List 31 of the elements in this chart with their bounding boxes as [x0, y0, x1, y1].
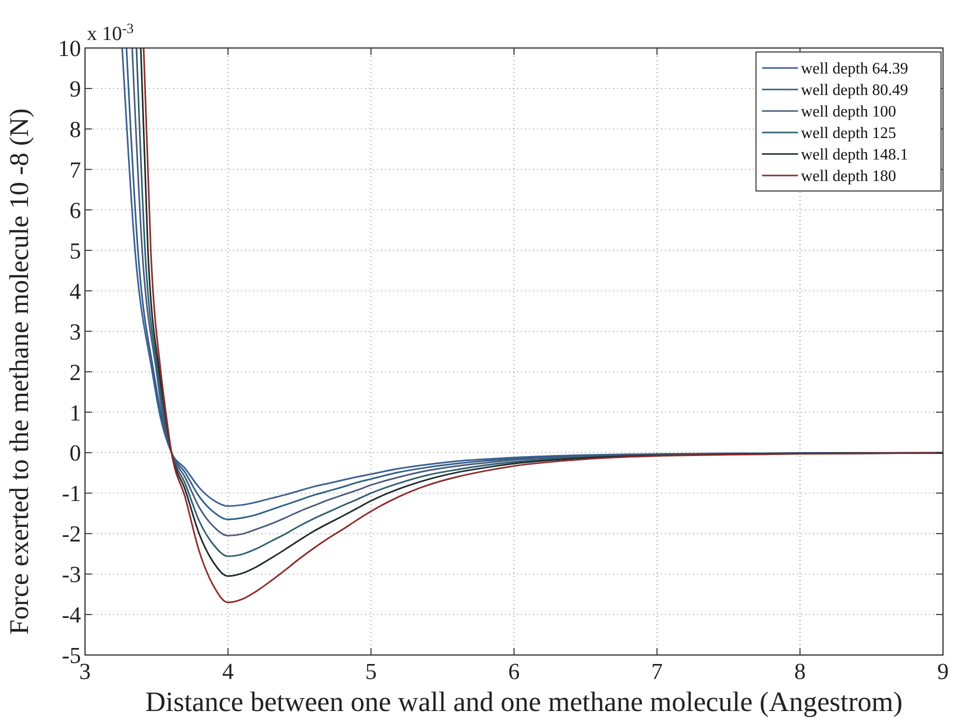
x-tick-label: 6 [508, 659, 520, 684]
legend-label: well depth 125 [801, 125, 896, 142]
y-tick-label: -3 [62, 562, 81, 588]
legend-label: well depth 80.49 [801, 82, 908, 100]
y-tick-label: 10 [58, 36, 81, 62]
y-tick-label: 6 [70, 198, 81, 223]
y-tick-label: 3 [70, 319, 81, 344]
y-tick-label: -1 [62, 481, 81, 506]
y-tick-label: -2 [62, 522, 81, 547]
y-tick-label: 1 [70, 400, 81, 426]
x-tick-label: 4 [222, 659, 234, 684]
x-axis-title: Distance between one wall and one methane molecule (Angestrom) [145, 687, 903, 718]
y-tick-label: 4 [70, 278, 82, 304]
y-tick-label: 2 [70, 360, 81, 385]
y-tick-label: 5 [70, 238, 81, 264]
legend-label: well depth 64.39 [801, 60, 908, 78]
legend-label: well depth 148.1 [801, 146, 908, 164]
x-tick-label: 8 [794, 659, 806, 684]
y-tick-label: 8 [70, 116, 81, 142]
legend-label: well depth 100 [801, 104, 896, 121]
x-tick-label: 7 [651, 659, 663, 684]
y-tick-label: 0 [70, 440, 81, 466]
text: x 10$^{-3}$ [87, 22, 134, 45]
y-tick-label: 7 [70, 157, 81, 182]
x-tick-label: 9 [937, 659, 949, 684]
y-axis-title: Force exerted to the methane molecule 10 -8 (N) [4, 108, 34, 635]
legend-label: well depth 180 [801, 168, 896, 186]
y-tick-label: 9 [70, 76, 81, 102]
y-tick-label: -5 [62, 643, 81, 668]
x-tick-label: 5 [365, 659, 377, 684]
y-tick-label: -4 [62, 602, 82, 628]
